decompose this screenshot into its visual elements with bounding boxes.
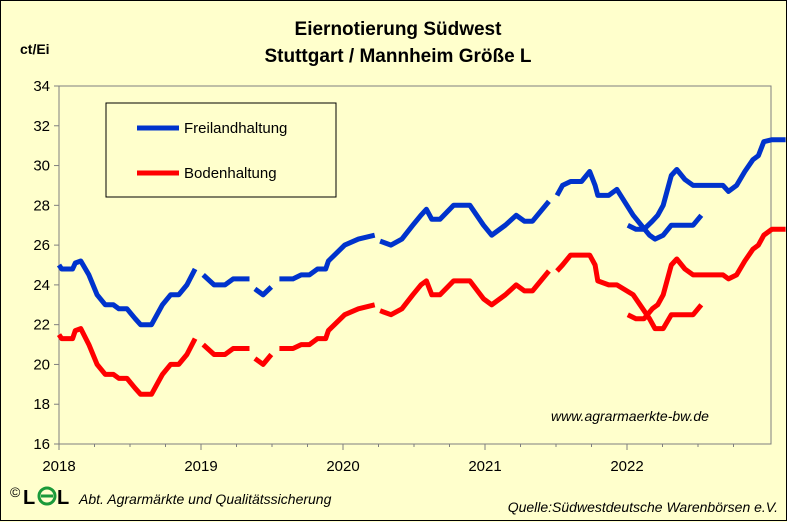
y-tick-label: 24: [33, 277, 50, 294]
series-freilandhaltung-line: [379, 199, 551, 248]
y-tick-label: 34: [33, 78, 50, 95]
series-freilandhaltung-line: [56, 258, 198, 328]
x-tick-label: 2022: [610, 458, 643, 475]
footer-source: Quelle:Südwestdeutsche Warenbörsen e.V.: [508, 499, 778, 515]
copyright-symbol: ©: [10, 484, 21, 500]
x-tick-label: 2021: [468, 458, 501, 475]
series-bodenhaltung-line: [56, 326, 198, 397]
legend-box: [105, 102, 337, 198]
footer: © L L Abt. Agrarmärkte und Qualitätssich…: [10, 484, 778, 515]
y-tick-label: 20: [33, 356, 50, 373]
chart-title-line2: Stuttgart / Mannheim Größe L: [264, 46, 531, 67]
series-bodenhaltung-line: [279, 302, 376, 351]
series-freilandhaltung-line: [201, 273, 250, 288]
series-bodenhaltung-line: [253, 352, 274, 367]
legend-label-freiland: Freilandhaltung: [184, 120, 287, 137]
legend: Freilandhaltung Bodenhaltung: [105, 102, 337, 198]
legend-label-boden: Bodenhaltung: [184, 165, 277, 182]
y-tick-label: 30: [33, 158, 50, 175]
footer-org: Abt. Agrarmärkte und Qualitätssicherung: [78, 491, 332, 507]
y-axis: 16 18 20 22 24 26 28 30 32 34: [33, 78, 59, 453]
logo-ring-icon: [37, 486, 57, 506]
series-freilandhaltung-line: [279, 232, 376, 282]
series-bodenhaltung-line: [555, 252, 704, 332]
series-2022-bodenhaltung-line: [626, 226, 786, 322]
series-2022-freilandhaltung-line: [626, 137, 786, 232]
y-tick-label: 26: [33, 237, 50, 254]
y-tick-label: 18: [33, 396, 50, 413]
logo-letter-l1: L: [23, 487, 35, 509]
series-lines: [56, 137, 786, 397]
y-tick-label: 28: [33, 197, 50, 214]
chart-title-line1: Eiernotierung Südwest: [295, 19, 503, 40]
series-bodenhaltung-line: [201, 342, 250, 357]
y-tick-label: 32: [33, 118, 50, 135]
series-bodenhaltung-line: [379, 269, 551, 318]
y-tick-label: 22: [33, 317, 50, 334]
logo-letter-l2: L: [57, 487, 69, 509]
x-axis: 2018 2019 2020 2021 2022: [42, 444, 734, 475]
y-tick-label: 16: [33, 436, 50, 453]
x-tick-label: 2019: [184, 458, 217, 475]
x-tick-label: 2020: [326, 458, 359, 475]
series-freilandhaltung-line: [554, 169, 704, 242]
x-tick-label: 2018: [42, 458, 75, 475]
y-axis-label: ct/Ei: [20, 41, 50, 57]
series-freilandhaltung-line: [253, 285, 274, 298]
watermark-url: www.agrarmaerkte-bw.de: [551, 408, 709, 424]
lel-logo: L L: [23, 486, 69, 509]
